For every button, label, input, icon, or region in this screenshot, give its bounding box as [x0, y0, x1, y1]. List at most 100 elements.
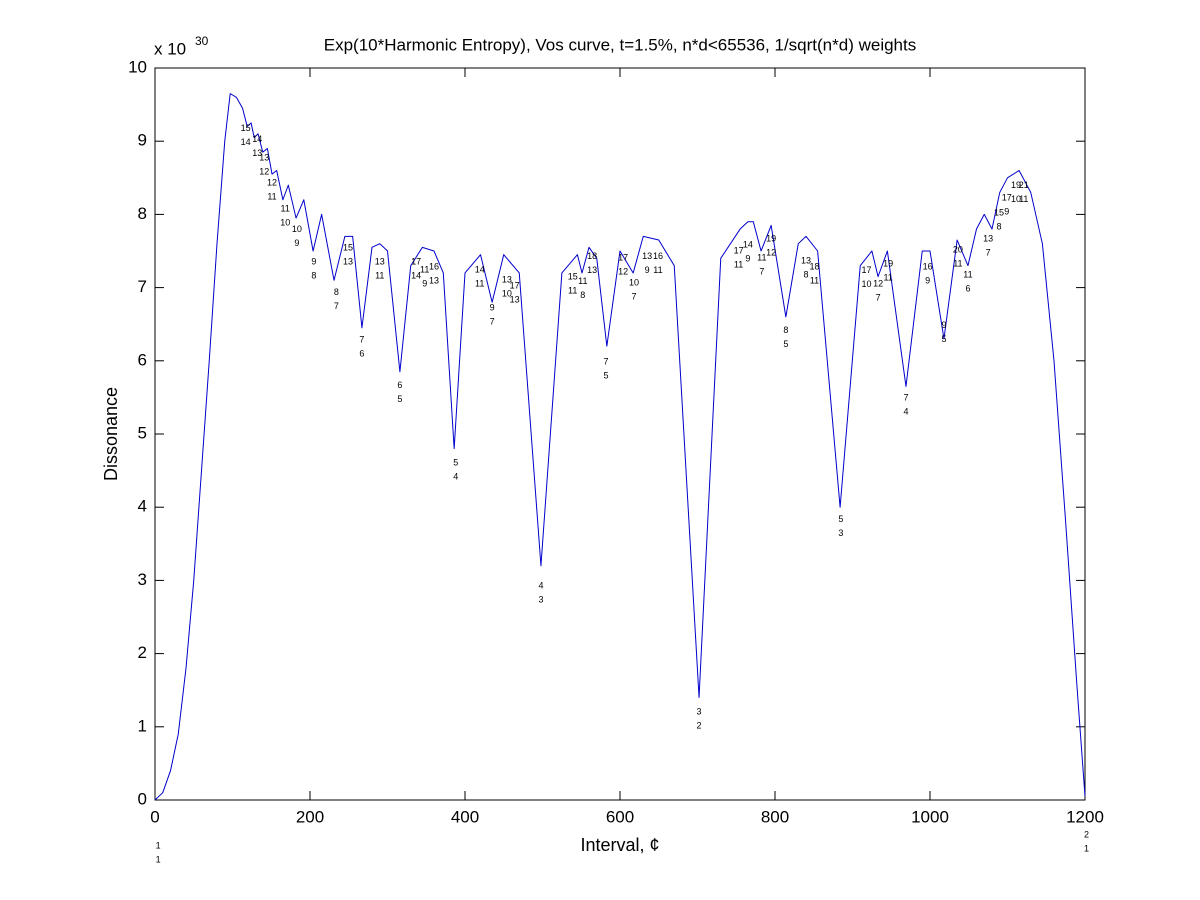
ratio-denominator: 10	[1011, 194, 1021, 204]
ratio-denominator: 9	[925, 275, 930, 285]
x-tick-label: 800	[761, 807, 789, 826]
ratio-denominator: 8	[803, 270, 808, 280]
y-axis-label: Dissonance	[101, 387, 121, 481]
ratio-numerator: 9	[490, 302, 495, 312]
y-tick-label: 10	[128, 57, 147, 76]
ratio-numerator: 11	[578, 276, 587, 286]
ratio-numerator: 15	[241, 123, 251, 133]
x-tick-label: 0	[150, 807, 159, 826]
ratio-denominator: 10	[861, 279, 871, 289]
ratio-numerator: 13	[375, 256, 385, 266]
ratio-denominator: 8	[996, 221, 1001, 231]
ratio-numerator: 9	[941, 320, 946, 330]
ratio-denominator: 3	[838, 528, 843, 538]
y-tick-label: 6	[138, 350, 147, 369]
ratio-denominator: 7	[759, 267, 764, 277]
ratio-denominator: 9	[645, 265, 650, 275]
ratio-numerator: 7	[604, 357, 609, 367]
ratio-numerator: 15	[994, 207, 1004, 217]
ratio-numerator: 14	[475, 264, 485, 274]
ratio-denominator: 4	[903, 407, 908, 417]
ratio-denominator: 5	[397, 394, 402, 404]
ratio-numerator: 19	[1011, 180, 1021, 190]
x-tick-label: 400	[451, 807, 479, 826]
ratio-numerator: 10	[292, 224, 302, 234]
ratio-denominator: 3	[538, 595, 543, 605]
x-axis-label: Interval, ¢	[580, 835, 659, 855]
ratio-denominator: 9	[1004, 207, 1009, 217]
ratio-numerator: 2	[1084, 830, 1089, 840]
ratio-denominator: 13	[587, 265, 597, 275]
ratio-numerator: 11	[757, 253, 766, 263]
y-multiplier-base: x 10	[154, 39, 186, 58]
y-multiplier-exponent: 30	[195, 34, 209, 48]
x-tick-label: 1200	[1066, 807, 1104, 826]
ratio-numerator: 7	[359, 335, 364, 345]
ratio-numerator: 5	[453, 458, 458, 468]
y-tick-label: 1	[138, 716, 147, 735]
ratio-numerator: 17	[411, 256, 421, 266]
ratio-denominator: 7	[876, 292, 881, 302]
ratio-denominator: 2	[697, 721, 702, 731]
ratio-numerator: 6	[397, 380, 402, 390]
ratio-denominator: 11	[475, 278, 484, 288]
x-tick-label: 600	[606, 807, 634, 826]
ratio-denominator: 8	[311, 270, 316, 280]
ratio-numerator: 17	[618, 253, 628, 263]
ratio-numerator: 3	[697, 707, 702, 717]
x-tick-label: 1000	[911, 807, 949, 826]
ratio-denominator: 6	[359, 349, 364, 359]
ratio-numerator: 12	[873, 278, 883, 288]
ratio-denominator: 11	[810, 275, 819, 285]
ratio-numerator: 8	[334, 287, 339, 297]
ratio-denominator: 13	[429, 275, 439, 285]
ratio-denominator: 13	[252, 148, 262, 158]
ratio-denominator: 14	[241, 137, 251, 147]
ratio-numerator: 14	[743, 240, 753, 250]
ratio-numerator: 17	[510, 281, 520, 291]
y-tick-label: 3	[138, 570, 147, 589]
ratio-denominator: 5	[604, 371, 609, 381]
ratio-denominator: 11	[883, 273, 892, 283]
ratio-numerator: 15	[343, 242, 353, 252]
ratio-numerator: 13	[801, 256, 811, 266]
ratio-denominator: 9	[294, 238, 299, 248]
ratio-denominator: 11	[734, 259, 743, 269]
ratio-denominator: 11	[375, 270, 384, 280]
ratio-denominator: 5	[941, 334, 946, 344]
ratio-denominator: 14	[411, 270, 421, 280]
ratio-numerator: 19	[883, 259, 893, 269]
ratio-numerator: 17	[1002, 193, 1012, 203]
ratio-denominator: 9	[422, 278, 427, 288]
ratio-numerator: 18	[587, 251, 597, 261]
ratio-denominator: 4	[453, 472, 458, 482]
ratio-denominator: 12	[259, 166, 269, 176]
ratio-numerator: 5	[838, 514, 843, 524]
ratio-numerator: 17	[734, 245, 744, 255]
ratio-numerator: 4	[538, 581, 543, 591]
data-line	[154, 93, 1086, 801]
ratio-numerator: 10	[629, 278, 639, 288]
ratio-denominator: 7	[490, 316, 495, 326]
y-tick-label: 7	[138, 277, 147, 296]
plot-area	[154, 67, 1086, 801]
chart-title: Exp(10*Harmonic Entropy), Vos curve, t=1…	[324, 35, 916, 54]
ratio-denominator: 1	[156, 854, 161, 864]
ratio-numerator: 13	[983, 234, 993, 244]
ratio-numerator: 8	[783, 325, 788, 335]
ratio-numerator: 17	[861, 265, 871, 275]
ratio-denominator: 7	[631, 292, 636, 302]
ratio-numerator: 11	[420, 264, 429, 274]
ratio-numerator: 16	[429, 261, 439, 271]
ratio-numerator: 16	[653, 251, 663, 261]
y-tick-label: 2	[138, 643, 147, 662]
ratio-denominator: 13	[510, 295, 520, 305]
ratio-numerator: 16	[923, 261, 933, 271]
ratio-numerator: 11	[963, 270, 972, 280]
ratio-denominator: 8	[580, 290, 585, 300]
y-tick-label: 0	[138, 789, 147, 808]
ratio-denominator: 7	[334, 301, 339, 311]
ratio-numerator: 12	[267, 177, 277, 187]
